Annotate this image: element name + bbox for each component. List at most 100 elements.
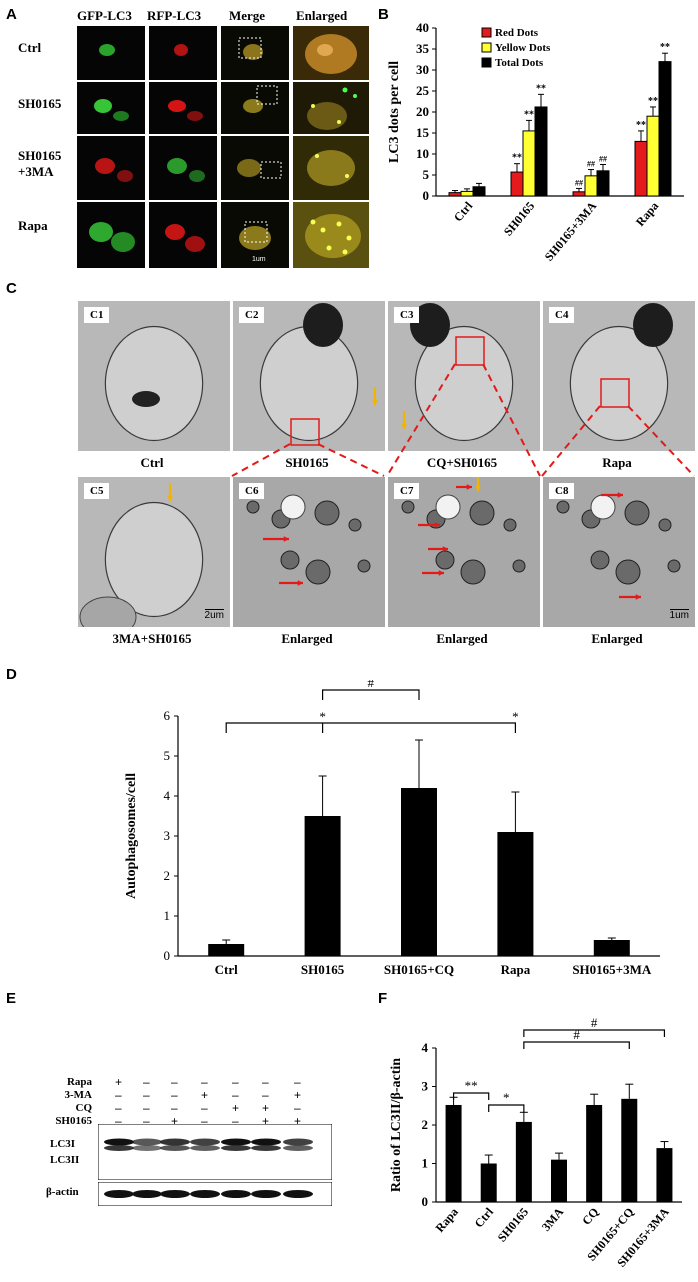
x-tick-label: SH0165+CQ xyxy=(384,962,454,977)
em-caption: 3MA+SH0165 xyxy=(112,631,192,646)
arrowhead xyxy=(438,570,444,576)
col-header-gfp: GFP-LC3 xyxy=(77,8,132,23)
significance-label: # xyxy=(591,1015,598,1030)
em-image-c1: C1 xyxy=(77,300,231,452)
x-tick-label: SH0165+3MA xyxy=(572,962,652,977)
y-tick-label: 3 xyxy=(422,1079,429,1094)
lc3i-band xyxy=(104,1138,134,1146)
y-axis-label: Autophagosomes/cell xyxy=(124,773,139,899)
bar xyxy=(634,140,648,197)
em-caption: Enlarged xyxy=(436,631,488,646)
panel-a-scale-text: 1um xyxy=(252,256,266,263)
blot-label-lc3i: LC3I xyxy=(50,1138,76,1150)
bar xyxy=(658,61,672,197)
treatment-symbol: – xyxy=(171,1101,178,1115)
significance-mark: ** xyxy=(648,96,658,107)
y-tick-label: 30 xyxy=(416,62,429,77)
y-tick-label: 4 xyxy=(422,1040,429,1055)
em-image-c3: C3 xyxy=(387,300,541,452)
y-tick-label: 35 xyxy=(416,41,430,56)
significance-bracket xyxy=(523,1041,630,1049)
arrowhead xyxy=(167,495,173,501)
significance-mark: ## xyxy=(599,155,607,164)
treatment-symbol: – xyxy=(143,1088,150,1102)
actin-band xyxy=(160,1190,190,1198)
em-caption: Enlarged xyxy=(591,631,643,646)
row-label-sh0165: SH0165 xyxy=(18,96,62,111)
treatment-symbol: – xyxy=(294,1101,301,1115)
treatment-symbol: – xyxy=(262,1088,269,1102)
panel-label-a: A xyxy=(6,6,17,23)
treatment-symbol: + xyxy=(232,1101,240,1115)
em-image-c5: C5 2um xyxy=(77,476,231,628)
arrowhead xyxy=(635,594,641,600)
em-tag: C2 xyxy=(239,307,265,323)
y-tick-label: 3 xyxy=(164,828,171,843)
treatment-symbol: – xyxy=(262,1075,269,1089)
bar xyxy=(304,816,341,956)
lc3-blot xyxy=(98,1124,332,1180)
panel-e-figure: Rapa + – – – – – –3-MA – – – + – – + CQ – – – – + + – SH0165– – +… xyxy=(0,1000,370,1282)
significance-label: # xyxy=(368,680,375,690)
bar xyxy=(551,1159,567,1202)
y-tick-label: 5 xyxy=(164,748,171,763)
significance-mark: ** xyxy=(524,109,534,120)
panel-c-figure: C1 Ctrl C2 SH0165 C3 CQ+SH0165 C4 Rapa C5 2um 3MA+… xyxy=(0,300,698,660)
treatment-symbol: – xyxy=(294,1075,301,1089)
legend-label: Yellow Dots xyxy=(495,42,551,54)
em-image-c4: C4 xyxy=(542,300,696,452)
legend-swatch xyxy=(481,27,492,38)
y-tick-label: 5 xyxy=(423,167,430,182)
lc3ii-band xyxy=(132,1145,162,1151)
treatment-symbol: – xyxy=(232,1075,239,1089)
y-tick-label: 2 xyxy=(422,1117,429,1132)
treatment-label: 3-MA xyxy=(64,1089,93,1101)
lc3ii-band xyxy=(251,1145,281,1151)
actin-band xyxy=(132,1190,162,1198)
y-tick-label: 10 xyxy=(416,146,429,161)
x-tick-label: 3MA xyxy=(539,1205,567,1234)
y-tick-label: 0 xyxy=(164,948,171,963)
actin-band xyxy=(190,1190,220,1198)
bar xyxy=(510,171,524,197)
treatment-symbol: – xyxy=(115,1114,122,1128)
bar xyxy=(401,788,437,956)
legend-swatch xyxy=(481,57,492,68)
significance-label: ** xyxy=(465,1078,478,1093)
em-tag: C7 xyxy=(394,483,420,499)
panel-label-c: C xyxy=(6,280,17,297)
arrowhead xyxy=(442,546,448,552)
bar xyxy=(515,1121,532,1202)
significance-label: * xyxy=(512,709,519,724)
x-tick-label: SH0165 xyxy=(495,1205,531,1245)
significance-mark: ** xyxy=(512,153,522,164)
em-caption: Rapa xyxy=(602,455,632,470)
lc3i-band xyxy=(251,1138,281,1146)
treatment-symbol: – xyxy=(143,1101,150,1115)
y-tick-label: 1 xyxy=(164,908,171,923)
arrowhead xyxy=(466,484,472,490)
fluorescence-image-grid xyxy=(77,26,369,268)
panel-a-figure: GFP-LC3 RFP-LC3 Merge Enlarged Ctrl SH01… xyxy=(0,0,370,270)
significance-bracket xyxy=(488,1104,525,1112)
em-caption: Enlarged xyxy=(281,631,333,646)
bar xyxy=(572,191,586,197)
col-header-merge: Merge xyxy=(229,8,266,23)
significance-bracket xyxy=(322,689,420,700)
em-tag: C3 xyxy=(394,307,420,323)
actin-band xyxy=(251,1190,281,1198)
em-image-c8: C8 1um xyxy=(542,476,696,628)
x-tick-label: Rapa xyxy=(433,1205,461,1235)
bar xyxy=(445,1104,462,1202)
lc3i-band xyxy=(221,1138,251,1146)
treatment-symbol: – xyxy=(115,1101,122,1115)
treatment-symbol: + xyxy=(294,1088,302,1102)
arrowhead xyxy=(297,580,303,586)
blot-label-lc3ii: LC3II xyxy=(50,1154,80,1166)
row-label-rapa: Rapa xyxy=(18,218,48,233)
em-tag: C8 xyxy=(549,483,575,499)
lc3ii-band xyxy=(104,1145,134,1151)
panel-label-e: E xyxy=(6,990,17,1007)
y-axis-label: LC3 dots per cell xyxy=(387,61,402,163)
col-header-enlarged: Enlarged xyxy=(296,8,348,23)
